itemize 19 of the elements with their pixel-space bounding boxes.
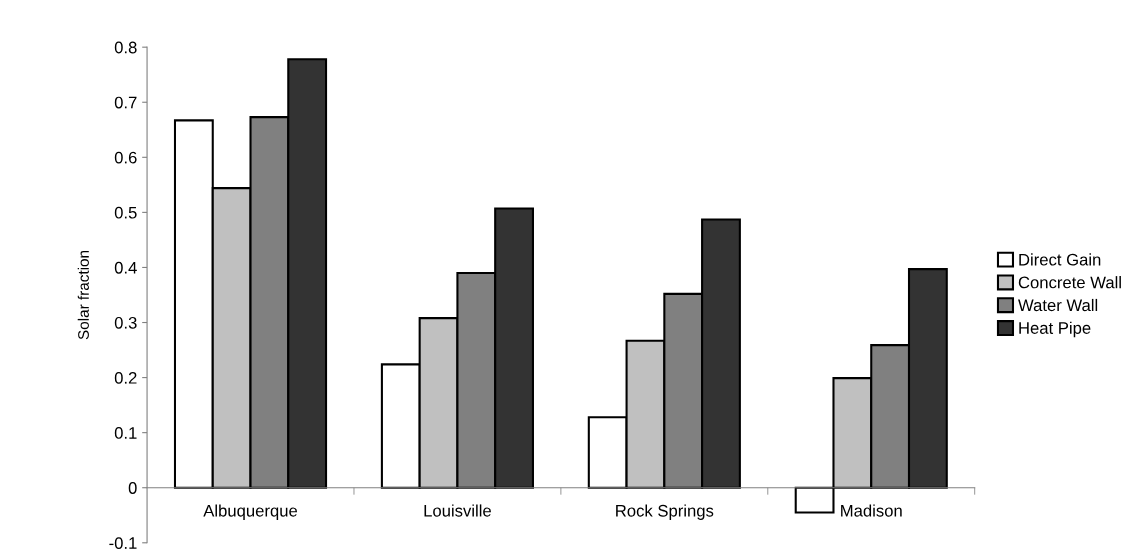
y-tick-label: 0.5 — [114, 206, 137, 219]
y-axis-title: Solar fraction — [77, 250, 89, 340]
y-tick-label: 0.3 — [114, 316, 137, 329]
legend-label: Water Wall — [1018, 298, 1098, 312]
legend-label: Heat Pipe — [1019, 321, 1091, 338]
x-tick-label: Louisville — [424, 504, 491, 517]
y-tick-label: 0.7 — [114, 96, 137, 109]
y-tick-label: 0.2 — [114, 371, 137, 384]
x-tick-label: Albuquerque — [203, 504, 298, 520]
y-tick-label: 0.4 — [114, 261, 137, 274]
legend-label: Concrete Wall — [1018, 276, 1121, 289]
y-tick-label: 0 — [128, 482, 137, 494]
y-tick-label: -0.1 — [109, 537, 137, 549]
legend-label: Direct Gain — [1019, 253, 1101, 266]
x-tick-label: Madison — [841, 504, 902, 517]
x-tick-label: Rock Springs — [616, 504, 714, 520]
y-tick-label: 0.1 — [114, 427, 137, 439]
y-tick-label: 0.6 — [114, 151, 137, 164]
y-tick-label: 0.8 — [114, 41, 137, 54]
